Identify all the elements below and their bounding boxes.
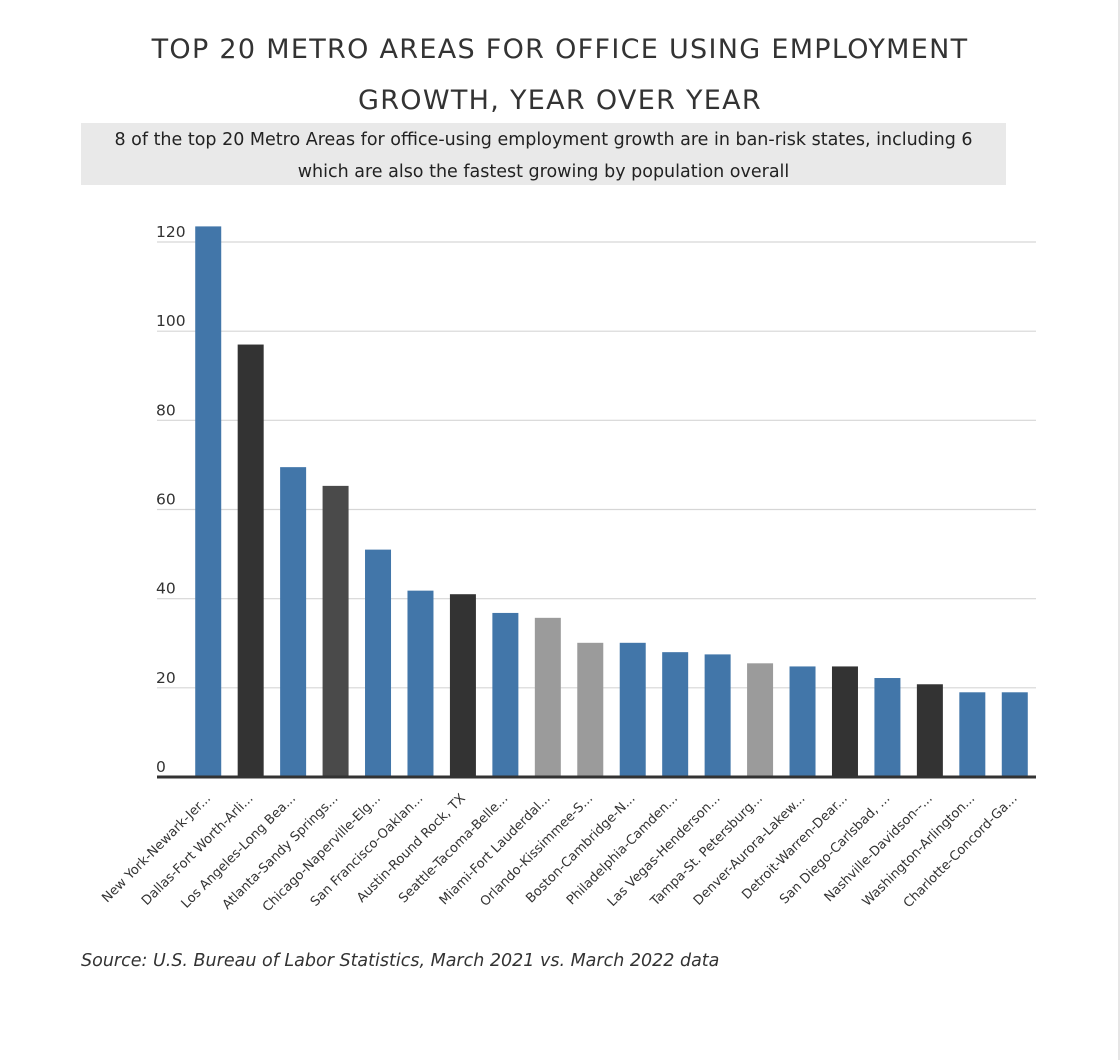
bar — [407, 590, 434, 777]
bar — [959, 692, 986, 777]
bar — [704, 654, 731, 777]
bar — [619, 642, 646, 777]
y-tick-label: 20 — [156, 669, 176, 687]
bar — [831, 666, 858, 777]
bar — [534, 617, 561, 777]
chart-title: TOP 20 METRO AREAS FOR OFFICE USING EMPL… — [151, 34, 969, 116]
y-axis-tick-labels: 0 20 40 60 80 100 120 — [156, 223, 186, 776]
bar — [577, 642, 604, 777]
bar — [365, 549, 392, 777]
bar — [1001, 692, 1028, 777]
bar — [789, 666, 816, 777]
chart-subtitle-text: 8 of the top 20 Metro Areas for office-u… — [114, 130, 973, 182]
bar — [280, 467, 307, 777]
bar — [195, 226, 222, 778]
y-tick-label: 60 — [156, 491, 176, 509]
y-tick-label: 120 — [156, 223, 186, 241]
y-tick-label: 40 — [156, 580, 176, 598]
bar — [662, 652, 689, 777]
chart-subtitle: 8 of the top 20 Metro Areas for office-u… — [81, 123, 1006, 185]
bar — [237, 344, 264, 777]
bar — [916, 684, 943, 777]
bar — [874, 678, 901, 777]
bar — [322, 485, 349, 777]
x-axis-tick-labels: New York-Newark-Jer...Dallas-Fort Worth-… — [99, 791, 1020, 915]
bar — [492, 612, 519, 777]
y-tick-label: 100 — [156, 312, 186, 330]
bar — [747, 663, 774, 777]
bar — [449, 594, 476, 777]
page-edge — [1118, 0, 1120, 1060]
y-tick-label: 0 — [156, 758, 166, 776]
bars — [195, 226, 1028, 778]
y-tick-label: 80 — [156, 401, 176, 419]
source-note: Source: U.S. Bureau of Labor Statistics,… — [81, 951, 720, 971]
